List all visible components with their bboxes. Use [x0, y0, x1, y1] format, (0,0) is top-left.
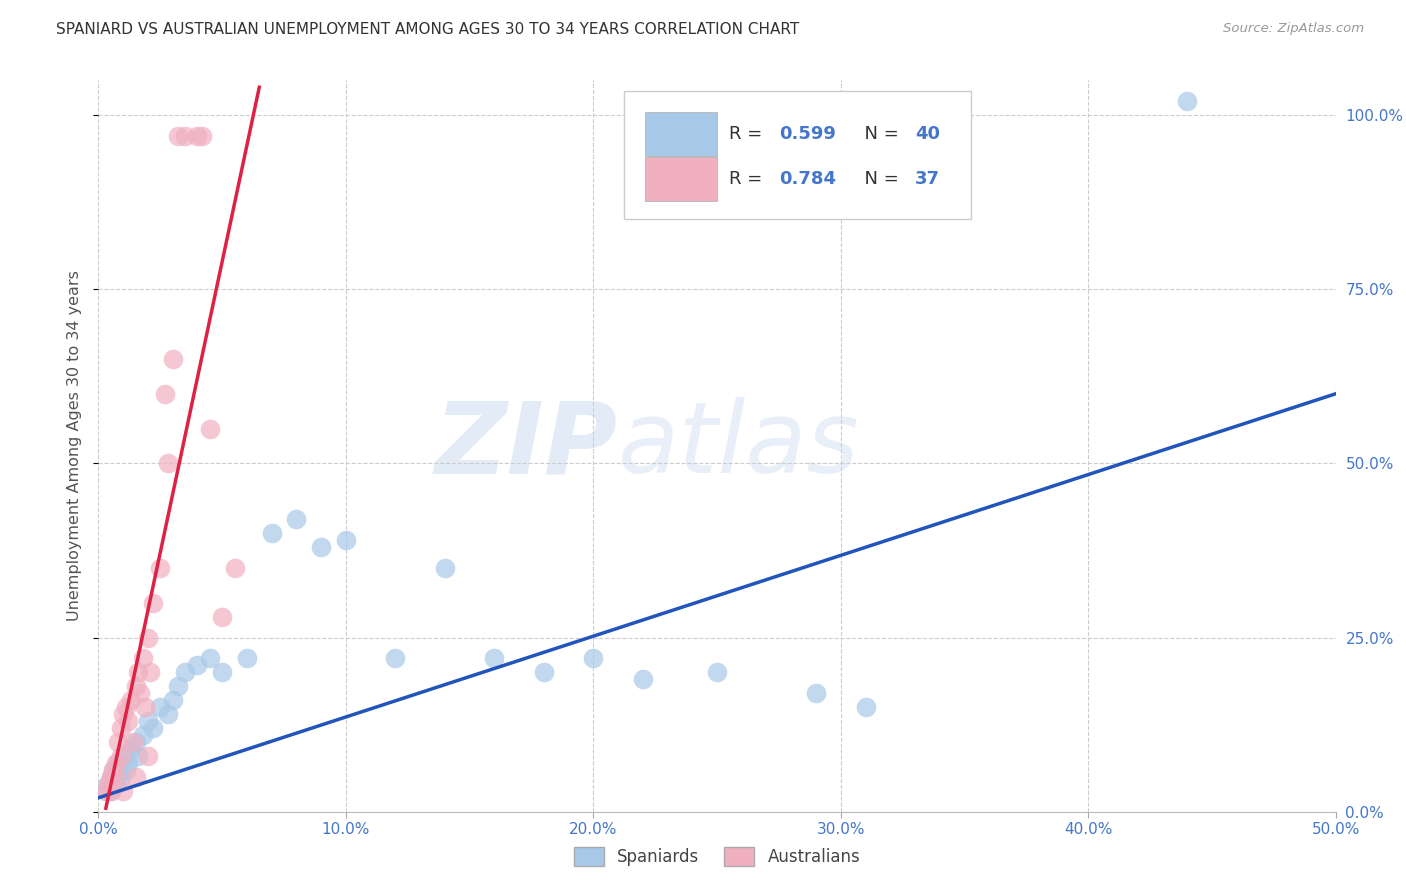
Point [166, 128, 188, 143]
Point [136, 714, 159, 728]
Point [100, 770, 122, 784]
Point [198, 421, 221, 435]
Point [97, 777, 120, 791]
Point [804, 686, 827, 700]
Point [104, 770, 127, 784]
Point [114, 700, 136, 714]
Point [139, 665, 162, 680]
Point [1175, 94, 1198, 108]
Point [100, 784, 122, 798]
Point [142, 721, 165, 735]
Point [706, 665, 728, 680]
Point [117, 756, 139, 770]
Point [112, 749, 135, 764]
Point [155, 386, 177, 401]
Text: 0.784: 0.784 [779, 170, 837, 188]
Point [149, 700, 172, 714]
Point [384, 651, 406, 665]
FancyBboxPatch shape [624, 91, 970, 219]
Point [136, 631, 159, 645]
Point [309, 540, 332, 554]
Point [191, 128, 214, 143]
Text: N =: N = [853, 125, 904, 143]
Point [103, 763, 125, 777]
Point [149, 561, 172, 575]
Point [132, 728, 155, 742]
Text: 0.599: 0.599 [779, 125, 835, 143]
Point [104, 777, 127, 791]
Point [124, 770, 146, 784]
Point [136, 749, 159, 764]
Point [162, 693, 184, 707]
Point [107, 756, 129, 770]
Point [100, 784, 122, 798]
Point [107, 735, 129, 749]
FancyBboxPatch shape [645, 157, 717, 201]
Point [186, 658, 208, 673]
Point [582, 651, 605, 665]
Point [120, 693, 142, 707]
Point [110, 721, 132, 735]
Point [110, 749, 132, 764]
Point [855, 700, 877, 714]
Legend: Spaniards, Australians: Spaniards, Australians [567, 840, 868, 873]
Point [94, 784, 117, 798]
Point [285, 512, 308, 526]
Text: 40: 40 [915, 125, 941, 143]
Point [127, 749, 149, 764]
Point [433, 561, 456, 575]
Text: SPANIARD VS AUSTRALIAN UNEMPLOYMENT AMONG AGES 30 TO 34 YEARS CORRELATION CHART: SPANIARD VS AUSTRALIAN UNEMPLOYMENT AMON… [56, 22, 800, 37]
Point [162, 351, 184, 366]
Point [117, 714, 139, 728]
Point [335, 533, 357, 547]
Point [120, 742, 142, 756]
Text: N =: N = [853, 170, 904, 188]
Text: 37: 37 [915, 170, 941, 188]
Point [124, 679, 146, 693]
Point [127, 665, 149, 680]
Point [124, 735, 146, 749]
Point [110, 770, 132, 784]
Point [260, 526, 283, 541]
Point [236, 651, 259, 665]
Text: atlas: atlas [619, 398, 859, 494]
Point [142, 596, 165, 610]
Point [174, 665, 197, 680]
Point [97, 777, 120, 791]
Point [122, 735, 145, 749]
Point [104, 756, 127, 770]
Point [186, 128, 208, 143]
FancyBboxPatch shape [645, 112, 717, 155]
Point [484, 651, 506, 665]
Point [134, 700, 156, 714]
Point [94, 784, 117, 798]
Point [631, 673, 654, 687]
Point [156, 457, 179, 471]
Point [198, 651, 221, 665]
Y-axis label: Unemployment Among Ages 30 to 34 years: Unemployment Among Ages 30 to 34 years [67, 270, 83, 622]
Text: ZIP: ZIP [434, 398, 619, 494]
Text: R =: R = [730, 170, 769, 188]
Point [224, 561, 246, 575]
Text: Source: ZipAtlas.com: Source: ZipAtlas.com [1223, 22, 1364, 36]
Point [114, 763, 136, 777]
Point [533, 665, 555, 680]
Point [100, 770, 122, 784]
Point [156, 707, 179, 722]
Point [211, 609, 233, 624]
Point [166, 679, 188, 693]
Point [112, 784, 135, 798]
Point [103, 763, 125, 777]
Point [211, 665, 233, 680]
Text: R =: R = [730, 125, 769, 143]
Point [174, 128, 197, 143]
Point [112, 707, 135, 722]
Point [132, 651, 155, 665]
Point [129, 686, 152, 700]
